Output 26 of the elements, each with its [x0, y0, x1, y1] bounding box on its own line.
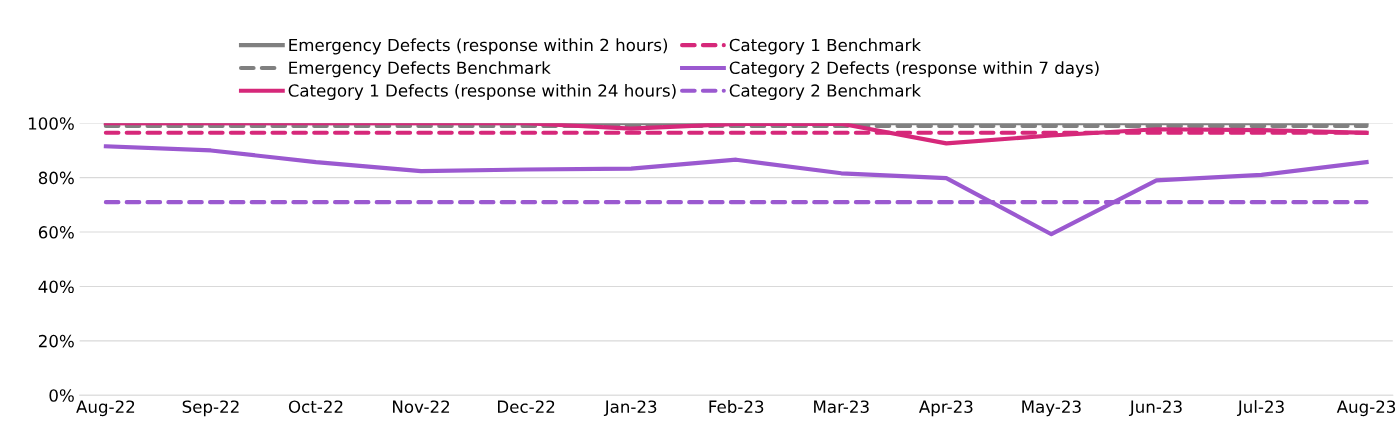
- x-tick-label: Dec-22: [498, 400, 555, 414]
- x-tick-label: Nov-22: [393, 400, 450, 414]
- x-tick-label: Jun-23: [1128, 400, 1182, 417]
- legend-label: Category 1 Defects (response within 24 hours): [288, 83, 676, 101]
- x-tick-label: Apr-23: [918, 400, 973, 417]
- x-tick-label: Aug-23: [1336, 400, 1396, 417]
- x-tick-label: Oct-22: [288, 400, 343, 414]
- legend-label: Emergency Defects (response within 2 hours): [289, 38, 668, 55]
- y-tick-label: 60%: [38, 226, 74, 239]
- y-tick-label: 40%: [38, 280, 74, 294]
- y-tick-label: 100%: [28, 117, 74, 130]
- legend-label: Emergency Defects Benchmark: [289, 61, 551, 78]
- line-series: [103, 144, 1369, 237]
- legend-label: Category 1 Benchmark: [729, 38, 921, 55]
- x-tick-label: Mar-23: [814, 400, 869, 414]
- x-tick-label: Sep-22: [182, 400, 239, 417]
- legend-label: Category 2 Benchmark: [729, 83, 921, 101]
- x-tick-label: Jan-23: [603, 400, 657, 417]
- y-tick-label: 80%: [38, 171, 74, 185]
- x-tick-label: Jul-23: [1236, 400, 1284, 417]
- y-tick-label: 20%: [38, 334, 74, 348]
- legend-label: Category 2 Defects (response within 7 days): [729, 61, 1099, 78]
- x-tick-label: Aug-22: [76, 400, 135, 417]
- x-tick-label: Feb-23: [709, 400, 764, 414]
- x-tick-label: May-23: [1022, 400, 1081, 417]
- y-tick-label: 0%: [49, 389, 74, 402]
